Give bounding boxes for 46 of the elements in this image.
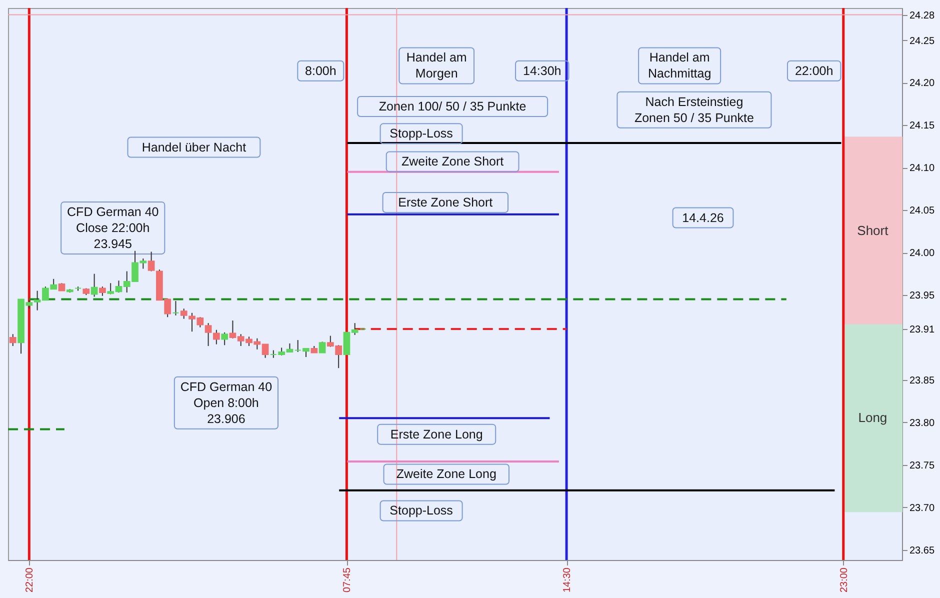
x-tick-label: 22:00: [24, 567, 36, 593]
band-label: Short: [857, 222, 889, 238]
annotation: Zweite Zone Short: [401, 154, 504, 169]
annotation: Stopp-Loss: [390, 126, 453, 141]
y-tick-label: 23.75: [910, 460, 935, 472]
annotation: Handel am Nachmittag: [648, 50, 712, 81]
candlestick: [90, 273, 98, 298]
candlestick: [221, 332, 228, 346]
annotation: Erste Zone Short: [398, 195, 494, 210]
annotation: 14:30h: [523, 64, 562, 78]
y-tick-label: 24.15: [910, 120, 935, 132]
annotation: Nach Ersteinstieg Zonen 50 / 35 Punkte: [634, 94, 754, 125]
y-tick-label: 23.85: [910, 375, 935, 386]
x-tick-label: 07:45: [342, 567, 354, 593]
candlestick: [318, 341, 326, 354]
annotation: Zonen 100/ 50 / 35 Punkte: [378, 100, 526, 114]
band-label: Long: [858, 410, 888, 426]
candlestick: [99, 286, 106, 296]
candlestick: [172, 300, 180, 316]
candlestick: [180, 308, 188, 320]
y-tick-label: 24.00: [910, 248, 935, 260]
y-tick-label: 24.25: [910, 36, 935, 47]
y-tick-label: 23.95: [910, 290, 935, 302]
annotation: 14.4.26: [682, 210, 724, 225]
y-tick-label: 24.28: [910, 10, 935, 22]
y-tick-label: 23.70: [910, 502, 935, 514]
annotation: Handel über Nacht: [142, 140, 247, 154]
candlestick: [9, 334, 16, 346]
candlestick: [213, 329, 220, 345]
x-tick-label: 23:00: [838, 567, 850, 593]
x-tick-label: 14:30: [562, 567, 574, 593]
y-tick-label: 24.10: [910, 163, 935, 174]
annotation: Stopp-Loss: [390, 504, 453, 518]
y-tick-label: 23.65: [910, 545, 935, 556]
annotation: Zweite Zone Long: [396, 467, 496, 482]
annotation: Erste Zone Long: [390, 427, 483, 442]
annotation: 8:00h: [305, 64, 336, 78]
annotation: Handel am Morgen: [406, 50, 467, 81]
y-tick-label: 24.05: [910, 206, 935, 217]
y-tick-label: 23.80: [910, 418, 935, 429]
annotation: CFD German 40 Open 8:00h 23.906: [180, 380, 272, 426]
candlestick: [148, 251, 155, 272]
annotation: CFD German 40 Close 22:00h 23.945: [67, 204, 159, 251]
y-tick-label: 23.91: [910, 324, 935, 336]
annotation: 22:00h: [794, 64, 834, 78]
y-tick-label: 24.20: [910, 78, 935, 90]
